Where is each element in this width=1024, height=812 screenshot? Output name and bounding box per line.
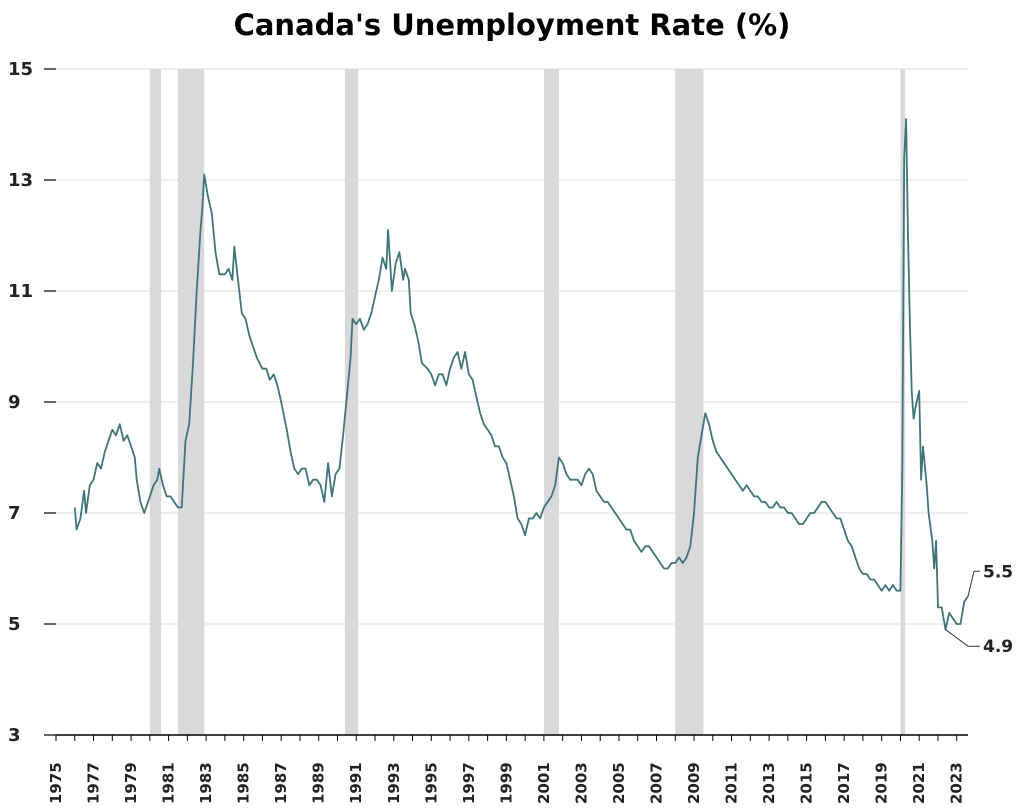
x-tick-label: 2001 (535, 762, 553, 804)
x-tick-label: 2009 (685, 762, 703, 804)
x-tick-label: 1975 (47, 762, 65, 804)
x-tick-label: 1979 (122, 762, 140, 804)
callout-leader (945, 629, 980, 647)
x-axis: 1975 1977 1979 1981 1983 1985 1987 1989 1991 1993… (47, 734, 968, 804)
series-group (73, 118, 969, 631)
x-tick-label: 1999 (497, 762, 515, 804)
x-tick-label: 2023 (948, 762, 966, 804)
x-tick-label: 1989 (310, 762, 328, 804)
y-tick-label: 11 (8, 281, 33, 302)
grid-lines (56, 68, 968, 625)
callout-label: 4.9 (983, 637, 1013, 657)
y-tick-label: 5 (8, 614, 21, 635)
y-tick-label: 9 (8, 392, 21, 413)
y-tick-label: 15 (8, 59, 33, 80)
x-tick-label: 1997 (460, 762, 478, 804)
x-tick-label: 1993 (385, 762, 403, 804)
x-tick-label: 2019 (873, 762, 891, 804)
x-tick-label: 2021 (910, 762, 928, 804)
x-tick-label: 2013 (760, 762, 778, 804)
x-tick-label: 2005 (610, 762, 628, 804)
x-tick-label: 1991 (347, 762, 365, 804)
callout-leader (967, 570, 980, 597)
y-tick-label: 13 (8, 170, 33, 191)
x-tick-label: 1987 (272, 762, 290, 804)
y-axis: 3 5 7 9 11 13 15 (8, 59, 56, 746)
y-tick-label: 3 (8, 725, 21, 746)
x-tick-label: 1977 (85, 762, 103, 804)
x-tick-label: 2007 (647, 762, 665, 804)
annotations: 5.5 4.9 (945, 562, 1013, 657)
x-tick-label: 2015 (798, 762, 816, 804)
x-tick-label: 2003 (572, 762, 590, 804)
chart-title: Canada's Unemployment Rate (%) (233, 8, 791, 42)
x-tick-label: 2017 (835, 762, 853, 804)
callout-label: 5.5 (983, 562, 1013, 582)
x-tick-label: 1995 (422, 762, 440, 804)
x-tick-label: 2011 (723, 762, 741, 804)
series-line (73, 118, 969, 631)
x-tick-label: 1983 (197, 762, 215, 804)
y-tick-label: 7 (8, 503, 21, 524)
x-tick-label: 1981 (160, 762, 178, 804)
x-tick-label: 1985 (235, 762, 253, 804)
